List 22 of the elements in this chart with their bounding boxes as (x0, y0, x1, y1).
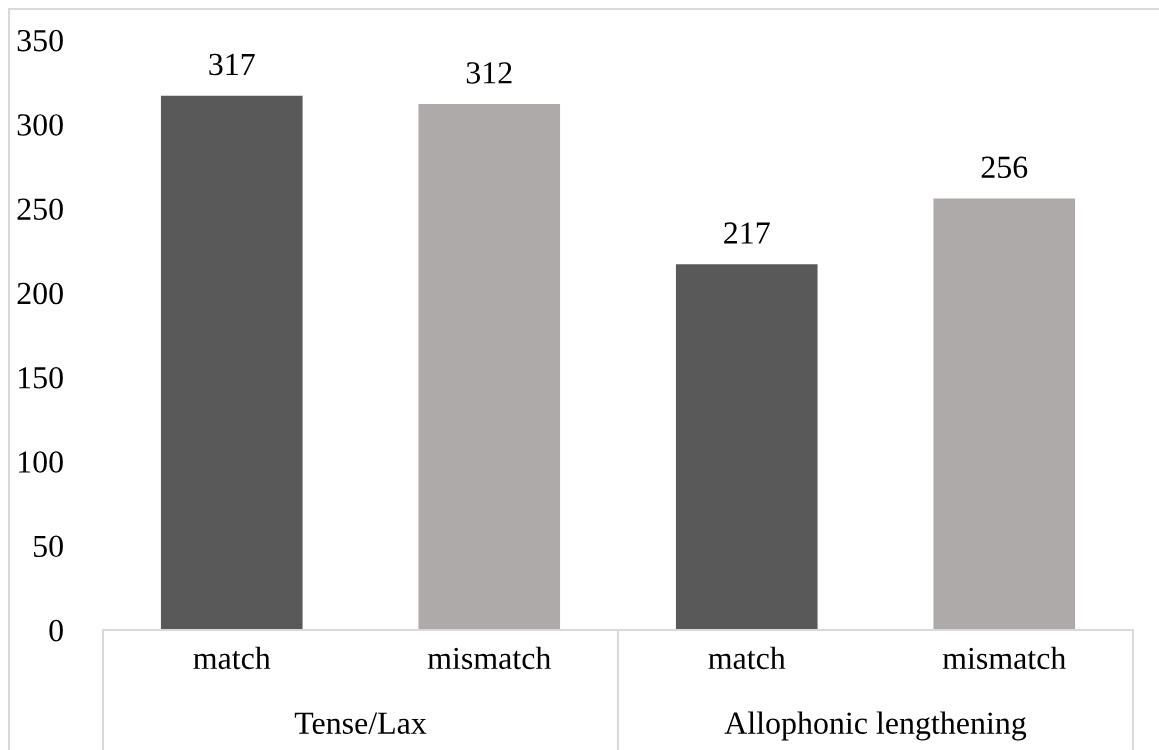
y-tick-label: 50 (34, 535, 63, 558)
y-tick-label: 100 (19, 451, 63, 473)
y-tick-label: 200 (17, 282, 63, 305)
y-tick-label: 150 (19, 366, 63, 389)
x-tick-label: match (193, 646, 271, 670)
text: Allophonic lengthening (724, 711, 1027, 741)
text: Tense/Lax (294, 712, 427, 734)
y-tick-label: 0 (49, 619, 63, 642)
y-tick-label: 350 (17, 29, 63, 52)
bar (675, 264, 818, 630)
bar (160, 95, 303, 630)
data-label: 317 (209, 53, 255, 76)
x-tick-label: match (708, 646, 786, 670)
x-tick-label: mismatch (942, 646, 1066, 670)
x-tick-label: mismatch (427, 646, 551, 670)
data-label: 312 (466, 62, 512, 84)
y-tick-label: 300 (17, 114, 63, 136)
data-label: 256 (981, 156, 1028, 179)
bar (933, 198, 1076, 630)
y-tick-label: 250 (17, 198, 63, 220)
data-label: 217 (724, 222, 770, 244)
bar (418, 104, 561, 630)
